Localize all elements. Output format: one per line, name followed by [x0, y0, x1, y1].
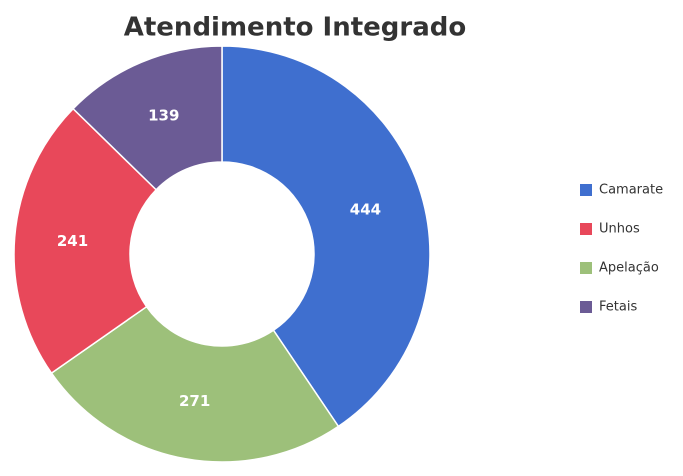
slice — [221, 45, 431, 428]
slice — [72, 45, 223, 191]
legend-label: Apelação — [599, 261, 659, 276]
slice-label: 241 — [57, 232, 88, 250]
slice-label: 271 — [179, 392, 210, 410]
slice — [13, 107, 158, 375]
legend-label: Camarate — [599, 183, 663, 198]
legend-swatch — [580, 301, 592, 313]
slice-label: 444 — [350, 201, 381, 219]
chart-title: Atendimento Integrado — [124, 13, 467, 43]
legend-label: Fetais — [599, 300, 637, 315]
legend-swatch — [580, 262, 592, 274]
slice — [50, 305, 340, 463]
legend-label: Unhos — [599, 222, 640, 237]
slice-label: 139 — [148, 106, 179, 124]
legend-swatch — [580, 184, 592, 196]
legend-swatch — [580, 223, 592, 235]
